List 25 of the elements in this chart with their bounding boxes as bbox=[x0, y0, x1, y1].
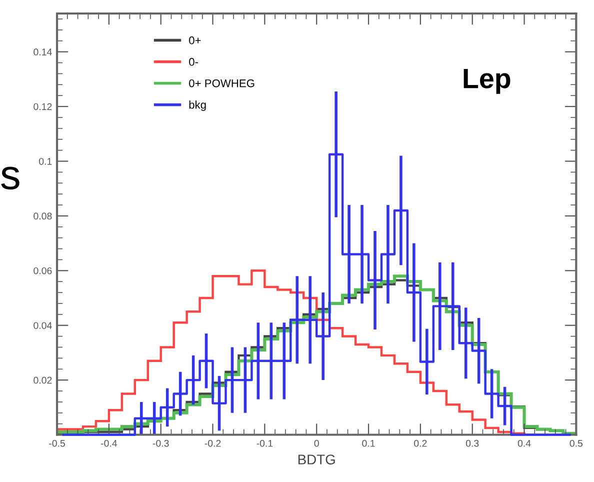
text: s bbox=[1, 166, 20, 190]
annotation: Lep bbox=[464, 68, 510, 94]
x-tick-label: 0.2 bbox=[414, 440, 427, 447]
x-axis-title: BDTG bbox=[298, 454, 335, 464]
x-tick-label: 0 bbox=[314, 440, 319, 447]
legend-label: 0- bbox=[189, 58, 198, 66]
x-tick-label: 0.1 bbox=[362, 440, 375, 447]
y-tick-label: 0.04 bbox=[34, 322, 52, 329]
y-tick-label: 0.12 bbox=[34, 103, 52, 110]
legend-label: bkg bbox=[189, 100, 206, 111]
x-tick-label: -0.3 bbox=[152, 440, 169, 447]
x-tick-label: -0.2 bbox=[204, 440, 221, 447]
y-tick-label: 0.1 bbox=[39, 158, 52, 165]
y-tick-label: 0.14 bbox=[34, 48, 52, 56]
y-tick-label: 0.02 bbox=[34, 376, 52, 384]
y-tick-label: 0.08 bbox=[34, 212, 52, 220]
x-tick-label: 0.5 bbox=[570, 440, 583, 447]
x-tick-label: 0.3 bbox=[466, 440, 479, 447]
y-tick-label: 0.06 bbox=[34, 267, 52, 274]
x-tick-label: -0.4 bbox=[100, 440, 118, 447]
legend-label: 0+ bbox=[189, 36, 201, 44]
x-tick-label: 0.4 bbox=[518, 440, 531, 447]
x-tick-label: -0.1 bbox=[256, 440, 273, 447]
x-tick-label: -0.5 bbox=[49, 440, 65, 447]
legend-label: 0+ POWHEG bbox=[189, 79, 254, 88]
